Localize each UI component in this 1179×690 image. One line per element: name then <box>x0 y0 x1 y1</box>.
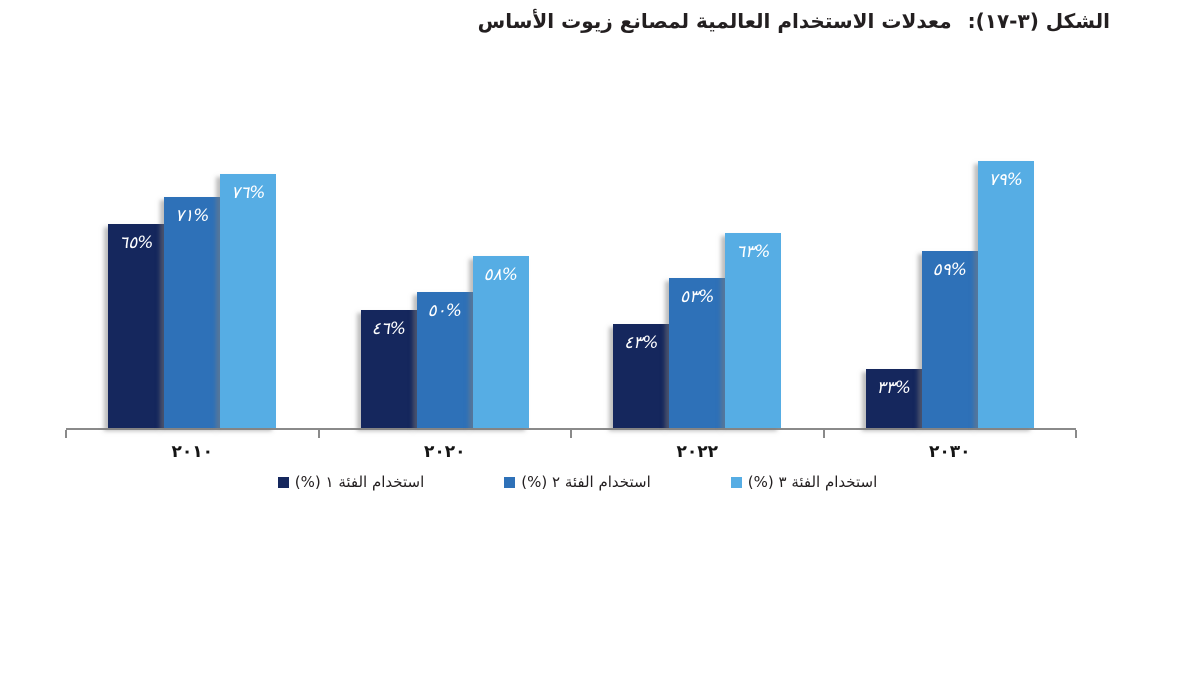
bar-value-label: ٥٨% <box>483 264 518 285</box>
x-axis-tick-mark <box>317 430 320 438</box>
bar-value-label: ٤٦% <box>371 319 406 340</box>
bar-value-label: ٥٣% <box>680 287 715 308</box>
bar-value-label: ٤٣% <box>624 332 659 353</box>
bar-value-label: ٥٩% <box>932 260 967 281</box>
legend-swatch-icon <box>277 476 289 488</box>
x-axis-tick-label: ٢٠١٠ <box>171 442 213 462</box>
x-axis-tick-label: ٢٠٣٠ <box>928 442 971 462</box>
bar-series-3: ٧٦% <box>220 174 277 428</box>
legend-swatch-icon <box>504 476 516 488</box>
figure-title: الشكل (٣-١٧): معدلات الاستخدام العالمية … <box>478 9 1110 33</box>
bar-value-label: ٦٣% <box>736 242 771 263</box>
bar-group: ٤٣% ٥٣% ٦٣% <box>571 156 824 428</box>
x-axis-tick-mark <box>1075 430 1077 438</box>
bar-value-label: ٦٥% <box>119 233 154 253</box>
bar-series-2: ٧١% <box>164 196 221 428</box>
bar-series-3: ٧٩% <box>977 160 1034 428</box>
legend-label: استخدام الفئة ٢ (%) <box>521 473 651 491</box>
x-axis-tick-label: ٢٠٢٠ <box>423 442 466 462</box>
chart-legend: استخدام الفئة ١ (%) استخدام الفئة ٢ (%) اس… <box>0 473 1155 491</box>
x-axis-labels: ٢٠١٠ ٢٠٢٠ ٢٠٢٢ ٢٠٣٠ <box>66 442 1076 462</box>
legend-label: استخدام الفئة ٣ (%) <box>747 473 878 491</box>
legend-item-series-2: استخدام الفئة ٢ (%) <box>504 473 651 491</box>
bar-series-3: ٦٣% <box>725 233 782 428</box>
bar-series-1: ٦٥% <box>108 224 165 428</box>
bar-series-2: ٥٣% <box>669 278 726 428</box>
bar-series-2: ٥٠% <box>416 292 473 428</box>
bar-value-label: ٥٠% <box>427 301 462 321</box>
bar-group: ٣٣% ٥٩% ٧٩% <box>824 156 1077 428</box>
bar-series-1: ٤٣% <box>613 323 670 428</box>
plot-area: ٦٥% ٧١% ٧٦% ٤٦% ٥٠% ٥٨% ٤٣% ٥٣% ٦٣% ٣٣% ٥٩% ٧٩% <box>65 156 1077 438</box>
bar-group: ٦٥% ٧١% ٧٦% <box>66 156 319 428</box>
x-axis-tick-mark <box>570 430 572 438</box>
legend-swatch-icon <box>730 476 742 488</box>
bar-series-2: ٥٩% <box>921 251 978 428</box>
legend-item-series-3: استخدام الفئة ٣ (%) <box>730 473 878 491</box>
legend-label: استخدام الفئة ١ (%) <box>294 473 425 491</box>
x-axis-tick-mark <box>65 430 67 438</box>
x-axis-tick-label: ٢٠٢٢ <box>676 442 718 462</box>
bar-group: ٤٦% ٥٠% ٥٨% <box>319 156 572 428</box>
bar-value-label: ٧١% <box>175 205 210 226</box>
bar-series-1: ٤٦% <box>360 310 417 428</box>
bar-series-3: ٥٨% <box>472 255 529 428</box>
bar-value-label: ٧٩% <box>988 169 1023 190</box>
legend-item-series-1: استخدام الفئة ١ (%) <box>277 473 425 491</box>
bar-value-label: ٣٣% <box>876 378 911 399</box>
figure-title-text: معدلات الاستخدام العالمية لمصانع زيوت ال… <box>477 9 952 33</box>
bar-value-label: ٧٦% <box>231 183 266 204</box>
bar-series-1: ٣٣% <box>865 369 922 428</box>
x-axis-tick-mark <box>822 430 825 438</box>
figure-number-label: الشكل (٣-١٧): <box>967 9 1110 33</box>
